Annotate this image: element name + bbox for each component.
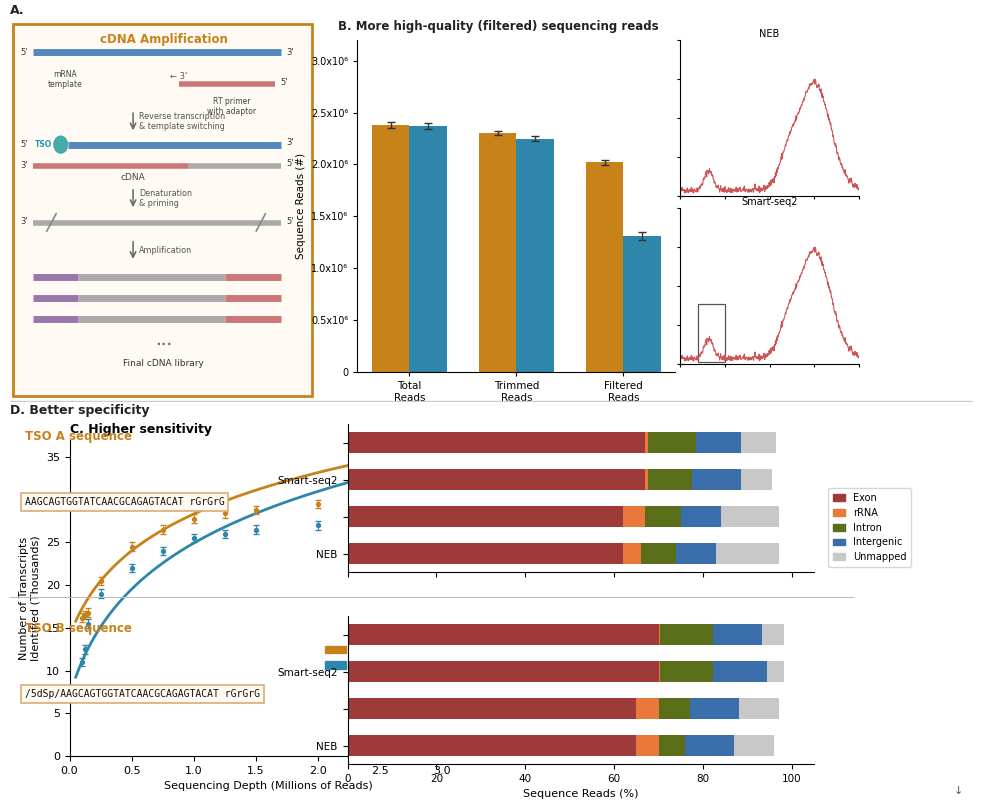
Bar [372, 125, 409, 372]
Bar [624, 236, 660, 372]
Bar [586, 162, 624, 372]
Bar [741, 432, 777, 453]
Bar [348, 735, 637, 756]
Text: 3': 3' [20, 162, 28, 170]
Bar [658, 698, 690, 718]
Text: 5': 5' [280, 78, 288, 87]
Text: C. Higher sensitivity: C. Higher sensitivity [70, 423, 212, 436]
Bar [637, 698, 658, 718]
Bar [348, 662, 658, 682]
Bar [734, 735, 775, 756]
Text: Final cDNA library: Final cDNA library [123, 359, 205, 368]
Circle shape [54, 136, 68, 153]
Bar [658, 624, 660, 645]
FancyBboxPatch shape [13, 24, 312, 396]
Bar [645, 432, 647, 453]
Bar [660, 624, 713, 645]
Bar [721, 506, 779, 526]
Text: 3': 3' [286, 48, 294, 57]
Bar [348, 543, 624, 564]
Text: Amplification: Amplification [139, 246, 193, 254]
Bar [698, 303, 725, 362]
Y-axis label: Number of Transcripts
Identified (Thousands): Number of Transcripts Identified (Thousa… [19, 535, 40, 661]
Bar [676, 543, 717, 564]
Text: 5': 5' [20, 48, 28, 57]
Bar [713, 624, 763, 645]
Bar [713, 662, 767, 682]
Title: NEB: NEB [760, 30, 780, 39]
Bar [696, 432, 741, 453]
Bar [624, 543, 640, 564]
Bar [516, 138, 554, 372]
Bar [685, 735, 734, 756]
Bar [348, 698, 637, 718]
Text: 5': 5' [286, 159, 294, 168]
Bar [763, 624, 784, 645]
Bar [348, 506, 624, 526]
Bar [717, 543, 779, 564]
Bar [741, 470, 772, 490]
Bar [658, 662, 660, 682]
Bar [645, 506, 681, 526]
Text: 3': 3' [20, 217, 28, 226]
Bar [624, 506, 645, 526]
Bar [681, 506, 721, 526]
Bar [767, 662, 784, 682]
Text: TSO A sequence: TSO A sequence [25, 430, 132, 442]
Text: ↓: ↓ [954, 786, 963, 796]
Text: A.: A. [10, 4, 25, 17]
X-axis label: Sequence Reads (%): Sequence Reads (%) [523, 790, 638, 799]
Bar [645, 470, 647, 490]
Text: ...: ... [155, 331, 173, 350]
Text: mRNA
template: mRNA template [48, 70, 82, 89]
Text: /5dSp/AAGCAGTGGTATCAACGCAGAGTACAT rGrGrG: /5dSp/AAGCAGTGGTATCAACGCAGAGTACAT rGrGrG [25, 689, 260, 699]
Y-axis label: Sequence Reads (#): Sequence Reads (#) [296, 153, 306, 259]
Bar [348, 432, 645, 453]
Bar [647, 432, 696, 453]
Text: TSO: TSO [35, 140, 52, 149]
Legend: NEB®, Smart-seq2: NEB®, Smart-seq2 [321, 641, 419, 674]
Bar [739, 698, 779, 718]
Text: AAGCAGTGGTATCAACGCAGAGTACAT rGrGrG: AAGCAGTGGTATCAACGCAGAGTACAT rGrGrG [25, 497, 224, 507]
Text: Denaturation
& priming: Denaturation & priming [139, 189, 193, 208]
Bar [640, 543, 676, 564]
Bar [660, 662, 713, 682]
Bar [409, 126, 447, 372]
Bar [690, 698, 739, 718]
Text: TSO B sequence: TSO B sequence [25, 622, 132, 634]
Text: Reverse transcription
& template switching: Reverse transcription & template switchi… [139, 112, 225, 131]
Bar [658, 735, 685, 756]
Text: cDNA: cDNA [121, 173, 145, 182]
Legend: Exon, rRNA, Intron, Intergenic, Unmapped: Exon, rRNA, Intron, Intergenic, Unmapped [828, 488, 912, 567]
Bar [479, 134, 516, 372]
Text: 3': 3' [286, 138, 294, 147]
Bar [637, 735, 658, 756]
Text: 5': 5' [286, 217, 294, 226]
Text: 5': 5' [20, 140, 28, 149]
Bar [348, 624, 658, 645]
Bar [647, 470, 692, 490]
Title: Smart-seq2: Smart-seq2 [742, 198, 797, 207]
Text: B. More high-quality (filtered) sequencing reads: B. More high-quality (filtered) sequenci… [338, 20, 658, 33]
Text: ← 3': ← 3' [170, 72, 188, 81]
Bar [692, 470, 741, 490]
Text: RT primer
with adaptor: RT primer with adaptor [207, 97, 256, 116]
X-axis label: Sequencing Depth (Millions of Reads): Sequencing Depth (Millions of Reads) [164, 782, 372, 791]
Bar [348, 470, 645, 490]
Text: cDNA Amplification: cDNA Amplification [100, 34, 227, 46]
Text: D. Better specificity: D. Better specificity [10, 404, 149, 417]
